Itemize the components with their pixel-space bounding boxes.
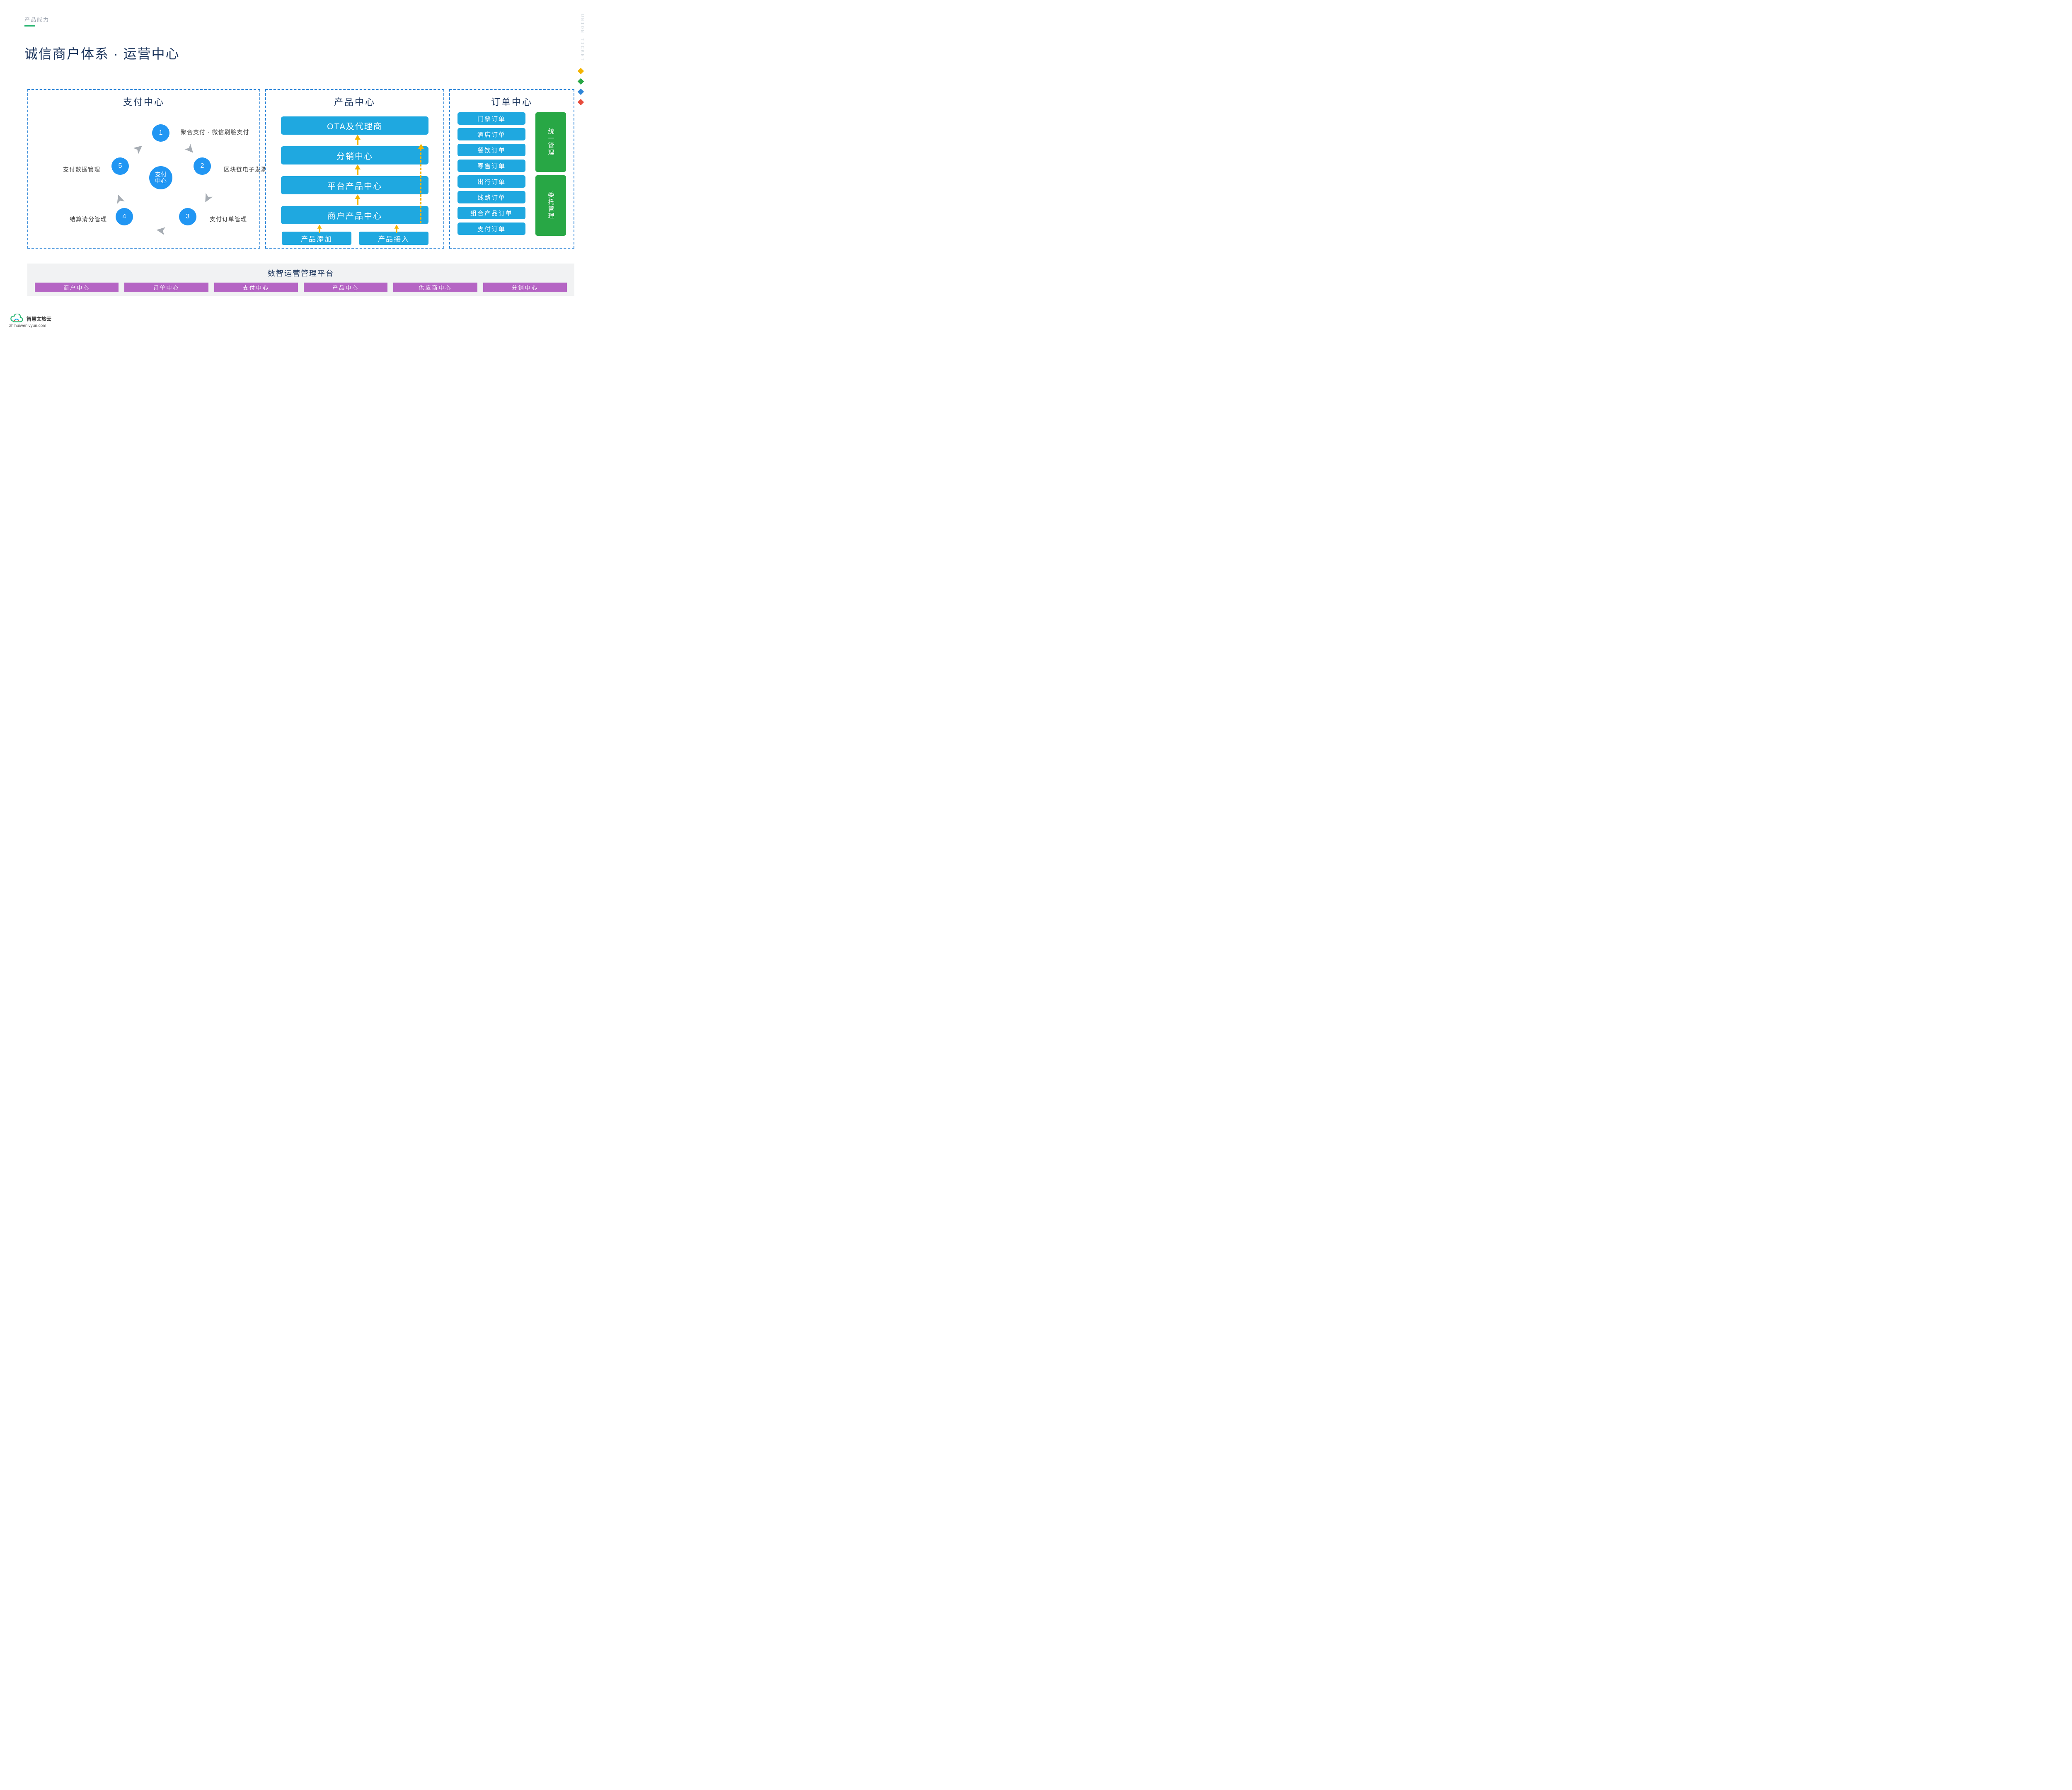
order-side-label: 统一管理 — [535, 112, 566, 172]
side-brand-text: UNION TICKET — [579, 14, 584, 62]
cloud-icon — [9, 314, 24, 324]
platform-bar: 数智运营管理平台 商户中心订单中心支付中心产品中心供应商中心分销中心 — [27, 264, 574, 296]
order-item: 零售订单 — [457, 160, 525, 172]
order-item: 组合产品订单 — [457, 207, 525, 219]
order-item: 出行订单 — [457, 175, 525, 188]
product-box-small: 产品添加 — [282, 232, 351, 245]
platform-items: 商户中心订单中心支付中心产品中心供应商中心分销中心 — [35, 283, 567, 292]
product-up-arrow — [355, 135, 361, 140]
order-side-label: 委托管理 — [535, 175, 566, 236]
order-center-body: 门票订单酒店订单餐饮订单零售订单出行订单线路订单组合产品订单支付订单 统一管理委… — [450, 108, 574, 247]
payment-node-5: 5 — [111, 157, 129, 175]
payment-node-label-1: 聚合支付 · 微信刷脸支付 — [181, 128, 249, 136]
order-item: 线路订单 — [457, 191, 525, 203]
product-dashed-arrow — [420, 149, 421, 223]
product-box: OTA及代理商 — [281, 116, 428, 135]
payment-node-1: 1 — [152, 124, 169, 142]
payment-cycle-diagram: 支付 中心1聚合支付 · 微信刷脸支付2区块链电子发票3支付订单管理4结算清分管… — [28, 108, 259, 247]
breadcrumb: 产品能力 — [24, 15, 49, 23]
payment-node-label-4: 结算清分管理 — [70, 215, 107, 223]
platform-item: 订单中心 — [124, 283, 208, 292]
footer-brand-cn: 智慧文旅云 — [27, 315, 51, 322]
order-item: 餐饮订单 — [457, 144, 525, 156]
payment-cycle-arrow: ➤ — [181, 140, 199, 158]
product-box: 平台产品中心 — [281, 176, 428, 194]
product-box: 分销中心 — [281, 146, 428, 164]
breadcrumb-underline — [24, 25, 35, 27]
product-up-arrow — [355, 194, 361, 199]
panel-order-center: 订单中心 门票订单酒店订单餐饮订单零售订单出行订单线路订单组合产品订单支付订单 … — [449, 89, 574, 249]
platform-item: 产品中心 — [304, 283, 387, 292]
order-list: 门票订单酒店订单餐饮订单零售订单出行订单线路订单组合产品订单支付订单 — [457, 112, 525, 235]
panel-order-title: 订单中心 — [450, 95, 574, 108]
product-flow-diagram: OTA及代理商分销中心平台产品中心商户产品中心产品添加产品接入 — [266, 108, 443, 247]
footer-logo: 智慧文旅云 zhihuiwenlvyun.com — [9, 314, 51, 328]
platform-item: 支付中心 — [214, 283, 298, 292]
side-diamond-stack — [579, 69, 583, 104]
payment-center-node: 支付 中心 — [149, 166, 172, 189]
platform-item: 分销中心 — [483, 283, 567, 292]
product-up-arrow — [355, 164, 361, 169]
payment-cycle-arrow: ➤ — [155, 223, 167, 238]
product-up-arrow-small — [317, 225, 322, 229]
payment-node-4: 4 — [116, 208, 133, 225]
side-diamond — [578, 89, 584, 95]
footer-brand-url: zhihuiwenlvyun.com — [9, 324, 46, 328]
payment-node-label-5: 支付数据管理 — [63, 165, 100, 174]
platform-item: 供应商中心 — [393, 283, 477, 292]
panel-product-center: 产品中心 OTA及代理商分销中心平台产品中心商户产品中心产品添加产品接入 — [265, 89, 444, 249]
order-item: 支付订单 — [457, 223, 525, 235]
side-diamond — [578, 78, 584, 85]
product-up-arrow-small — [394, 225, 399, 229]
payment-node-3: 3 — [179, 208, 196, 225]
product-box: 商户产品中心 — [281, 206, 428, 224]
payment-node-label-3: 支付订单管理 — [210, 215, 247, 223]
payment-node-2: 2 — [194, 157, 211, 175]
payment-node-label-2: 区块链电子发票 — [224, 165, 267, 174]
page-title: 诚信商户体系 · 运营中心 — [24, 44, 179, 63]
panel-product-title: 产品中心 — [266, 95, 443, 108]
side-diamond — [578, 68, 584, 75]
payment-cycle-arrow: ➤ — [111, 192, 128, 206]
product-box-small: 产品接入 — [359, 232, 428, 245]
platform-item: 商户中心 — [35, 283, 119, 292]
panel-payment-center: 支付中心 支付 中心1聚合支付 · 微信刷脸支付2区块链电子发票3支付订单管理4… — [27, 89, 260, 249]
payment-cycle-arrow: ➤ — [130, 140, 148, 157]
payment-cycle-arrow: ➤ — [198, 190, 216, 206]
order-item: 门票订单 — [457, 112, 525, 125]
order-item: 酒店订单 — [457, 128, 525, 140]
side-diamond — [578, 99, 584, 106]
platform-title: 数智运营管理平台 — [27, 268, 574, 278]
panel-payment-title: 支付中心 — [28, 95, 259, 108]
